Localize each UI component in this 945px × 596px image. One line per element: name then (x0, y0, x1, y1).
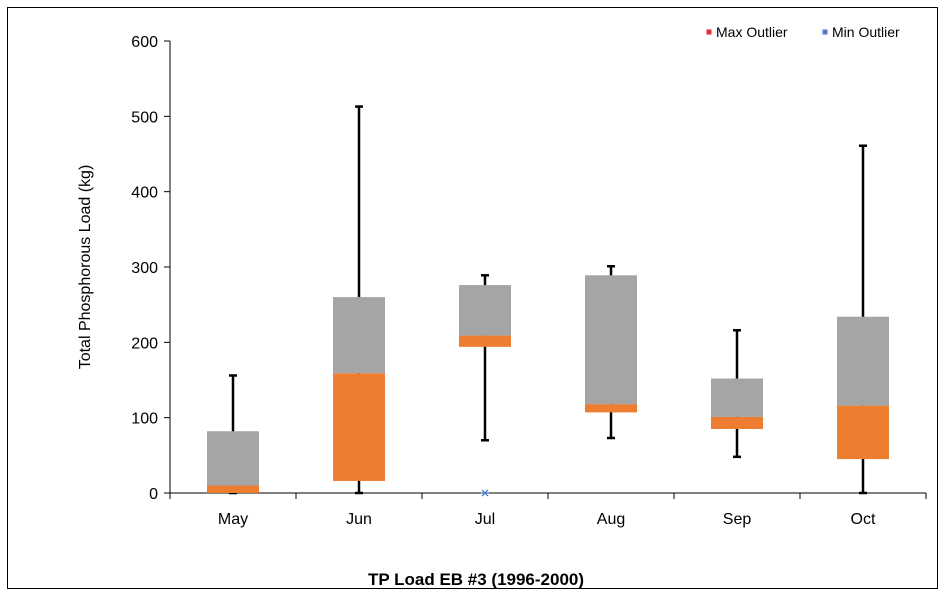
box-jul (459, 274, 511, 497)
x-tick-label: Jul (475, 511, 495, 528)
box-upper (459, 285, 511, 336)
y-tick-label: 100 (131, 411, 158, 428)
asterisk-icon (822, 29, 828, 35)
min-outlier-marker (481, 489, 489, 497)
box-upper (333, 297, 385, 374)
legend-label: Min Outlier (832, 24, 900, 40)
legend-item-max-outlier: Max Outlier (706, 24, 788, 40)
chart-title: TP Load EB #3 (1996-2000) (368, 570, 584, 589)
box-jun (333, 105, 385, 495)
box-may (207, 374, 259, 495)
y-axis-ticks: 0 100 200 300 400 500 600 (131, 34, 170, 503)
legend: Max Outlier Min Outlier (706, 24, 900, 40)
box-lower (207, 485, 259, 493)
box-oct (837, 144, 889, 495)
y-tick-label: 300 (131, 260, 158, 277)
x-tick-label: Oct (851, 511, 876, 528)
y-tick-label: 200 (131, 335, 158, 352)
box-series (207, 105, 889, 497)
x-tick-label: Aug (597, 511, 625, 528)
x-tick-label: Jun (346, 511, 372, 528)
box-lower (585, 404, 637, 413)
box-lower (837, 405, 889, 460)
box-upper (585, 275, 637, 405)
box-upper (837, 316, 889, 406)
box-lower (333, 373, 385, 481)
outlier-stroke (481, 489, 489, 497)
y-axis-title: Total Phosphorous Load (kg) (77, 165, 94, 370)
y-tick-label: 0 (149, 486, 158, 503)
box-lower (459, 335, 511, 347)
x-tick-label: May (218, 511, 248, 528)
box-aug (585, 264, 637, 440)
legend-item-min-outlier: Min Outlier (822, 24, 900, 40)
y-tick-label: 600 (131, 34, 158, 51)
y-tick-label: 500 (131, 109, 158, 126)
box-upper (207, 431, 259, 486)
box-sep (711, 329, 763, 459)
x-tick-label: Sep (723, 511, 752, 528)
box-upper (711, 378, 763, 417)
legend-label: Max Outlier (716, 24, 788, 40)
asterisk-icon (706, 29, 712, 35)
x-axis-ticks: May Jun Jul Aug Sep Oct (169, 493, 927, 528)
y-tick-label: 400 (131, 185, 158, 202)
box-lower (711, 416, 763, 429)
